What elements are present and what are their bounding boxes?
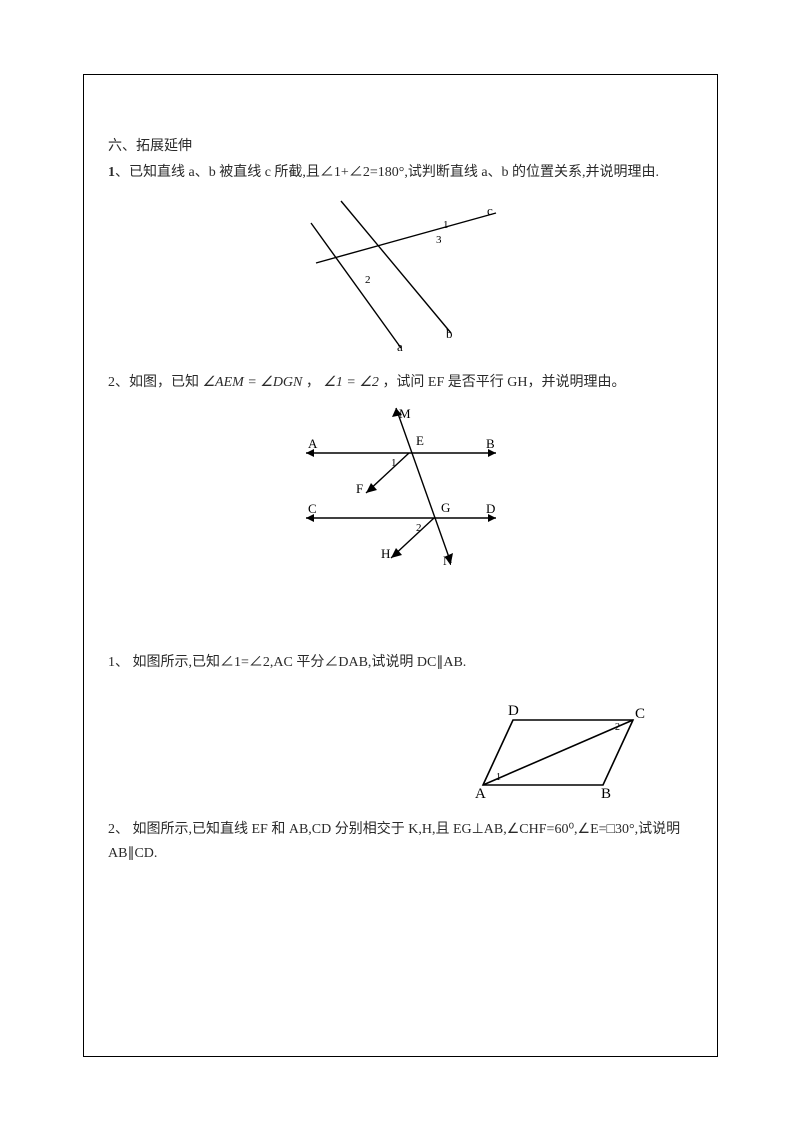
label-B3: B bbox=[601, 786, 611, 800]
line-b bbox=[341, 201, 451, 333]
problem-1: 1、已知直线 a、b 被直线 c 所截,且∠1+∠2=180°,试判断直线 a、… bbox=[108, 161, 693, 185]
line-a bbox=[311, 223, 401, 348]
problem-3: 1、 如图所示,已知∠1=∠2,AC 平分∠DAB,试说明 DC∥AB. bbox=[108, 651, 693, 675]
problem-2-math1: ∠AEM = ∠DGN bbox=[203, 375, 303, 390]
problem-4: 2、 如图所示,已知直线 EF 和 AB,CD 分别相交于 K,H,且 EG⊥A… bbox=[108, 818, 693, 866]
label-D3: D bbox=[508, 703, 519, 719]
figure-1: c b a 1 3 2 bbox=[291, 193, 511, 353]
angle-1c: 1 bbox=[496, 772, 501, 783]
label-b: b bbox=[446, 326, 453, 341]
line-c bbox=[316, 213, 496, 263]
figure-2: A B C D E F G H M N 1 2 bbox=[286, 403, 516, 573]
label-M: M bbox=[399, 406, 411, 421]
label-A3: A bbox=[475, 786, 486, 800]
label-D: D bbox=[486, 501, 495, 516]
page: 六、拓展延伸 1、已知直线 a、b 被直线 c 所截,且∠1+∠2=180°,试… bbox=[0, 0, 800, 1132]
angle-1: 1 bbox=[443, 219, 449, 231]
spacer-2 bbox=[108, 682, 693, 694]
diagonal-ac bbox=[483, 720, 633, 785]
content-frame: 六、拓展延伸 1、已知直线 a、b 被直线 c 所截,且∠1+∠2=180°,试… bbox=[83, 74, 718, 1057]
label-a: a bbox=[397, 339, 403, 353]
figure-3: D C A B 1 2 bbox=[463, 700, 653, 800]
problem-3-text: 、 如图所示,已知∠1=∠2,AC 平分∠DAB,试说明 DC∥AB. bbox=[115, 655, 466, 670]
problem-4-text: 、 如图所示,已知直线 EF 和 AB,CD 分别相交于 K,H,且 EG⊥AB… bbox=[108, 822, 680, 861]
angle-2b: 2 bbox=[416, 522, 422, 534]
label-F: F bbox=[356, 481, 363, 496]
problem-2-math2: ∠1 = ∠2 bbox=[323, 375, 379, 390]
problem-2-text-b: ，试问 EF 是否平行 GH，并说明理由。 bbox=[379, 375, 626, 390]
line-mn bbox=[396, 408, 451, 563]
problem-3-number: 1 bbox=[108, 655, 115, 670]
label-E: E bbox=[416, 433, 424, 448]
angle-1b: 1 bbox=[391, 457, 397, 469]
problem-2: 2、如图，已知 ∠AEM = ∠DGN ， ∠1 = ∠2 ，试问 EF 是否平… bbox=[108, 371, 693, 395]
problem-2-number: 2 bbox=[108, 375, 115, 390]
label-H: H bbox=[381, 546, 390, 561]
label-C3: C bbox=[635, 706, 645, 722]
spacer-1 bbox=[108, 591, 693, 651]
problem-2-text-a: 、如图，已知 bbox=[115, 375, 203, 390]
label-N: N bbox=[443, 553, 453, 568]
label-C: C bbox=[308, 501, 317, 516]
label-c: c bbox=[487, 203, 493, 218]
label-G: G bbox=[441, 500, 450, 515]
section-heading: 六、拓展延伸 bbox=[108, 135, 693, 155]
problem-1-number: 1 bbox=[108, 165, 115, 180]
label-A: A bbox=[308, 436, 318, 451]
label-B: B bbox=[486, 436, 495, 451]
angle-2: 2 bbox=[365, 274, 371, 286]
angle-2c: 2 bbox=[615, 722, 620, 733]
problem-4-number: 2 bbox=[108, 822, 115, 837]
angle-3: 3 bbox=[436, 234, 442, 246]
problem-1-text: 、已知直线 a、b 被直线 c 所截,且∠1+∠2=180°,试判断直线 a、b… bbox=[115, 165, 659, 180]
problem-2-sep: ， bbox=[302, 375, 323, 390]
